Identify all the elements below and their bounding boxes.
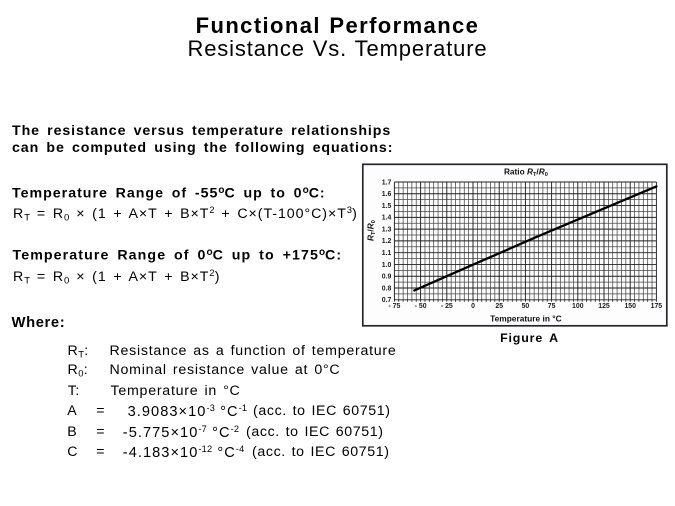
svg-text:Temperature in °C: Temperature in °C <box>490 314 562 324</box>
svg-text:Ratio RT/R0: Ratio RT/R0 <box>504 167 548 179</box>
svg-text:150: 150 <box>624 303 636 310</box>
svg-text:0.7: 0.7 <box>382 297 392 304</box>
svg-text:- 25: - 25 <box>441 303 453 310</box>
svg-text:50: 50 <box>522 303 530 310</box>
svg-text:1.1: 1.1 <box>382 250 392 257</box>
svg-text:75: 75 <box>548 303 556 310</box>
svg-text:1.7: 1.7 <box>382 179 392 186</box>
svg-text:- 75: - 75 <box>388 303 400 310</box>
svg-text:25: 25 <box>495 303 503 310</box>
svg-text:0.9: 0.9 <box>382 274 392 281</box>
svg-text:0.8: 0.8 <box>382 285 392 292</box>
svg-text:0: 0 <box>471 303 475 310</box>
svg-text:1.4: 1.4 <box>382 215 392 222</box>
svg-text:1.0: 1.0 <box>382 262 392 269</box>
svg-text:125: 125 <box>598 303 610 310</box>
svg-text:100: 100 <box>572 303 584 310</box>
svg-text:1.5: 1.5 <box>382 203 392 210</box>
svg-text:175: 175 <box>651 303 663 310</box>
svg-text:1.2: 1.2 <box>382 238 392 245</box>
svg-text:RT/R0: RT/R0 <box>365 220 377 241</box>
svg-text:1.3: 1.3 <box>382 226 392 233</box>
svg-text:- 50: - 50 <box>415 303 427 310</box>
svg-text:1.6: 1.6 <box>382 191 392 198</box>
